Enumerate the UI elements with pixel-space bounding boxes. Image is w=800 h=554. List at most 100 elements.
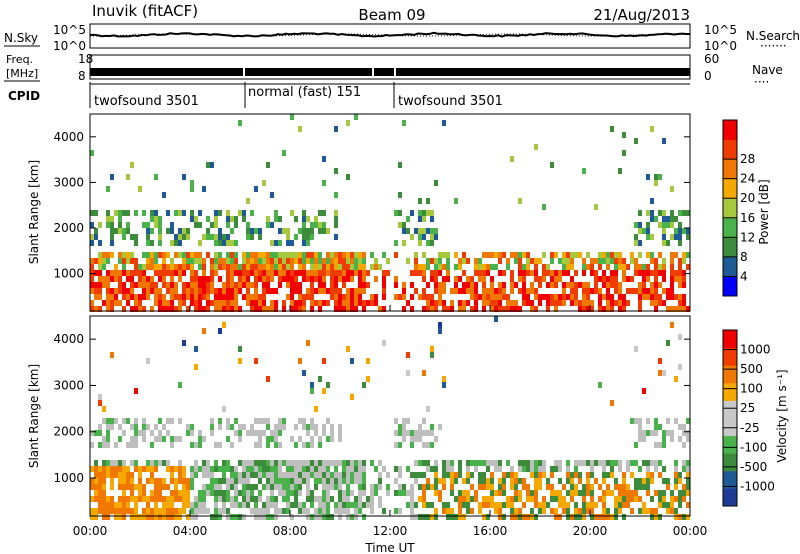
- heatmap-cell: [258, 228, 262, 234]
- heatmap-cell: [158, 484, 162, 490]
- heatmap-cell: [654, 270, 658, 276]
- heatmap-cell: [430, 514, 434, 520]
- heatmap-cell: [270, 288, 274, 294]
- heatmap-cell: [170, 478, 174, 484]
- colorbar-segment: [723, 276, 737, 297]
- heatmap-cell: [358, 270, 362, 276]
- heatmap-cell: [650, 496, 654, 502]
- heatmap-cell: [210, 288, 214, 294]
- heatmap-cell: [94, 210, 98, 216]
- heatmap-cell: [682, 270, 686, 276]
- heatmap-cell: [350, 472, 354, 478]
- heatmap-cell: [650, 300, 654, 306]
- heatmap-cell: [618, 306, 622, 312]
- heatmap-cell: [634, 288, 638, 294]
- heatmap-cell: [614, 282, 618, 288]
- heatmap-cell: [406, 300, 410, 306]
- heatmap-cell: [414, 270, 418, 276]
- heatmap-cell: [362, 466, 366, 472]
- heatmap-cell: [502, 252, 506, 258]
- heatmap-cell: [490, 490, 494, 496]
- heatmap-cell: [498, 484, 502, 490]
- heatmap-cell: [534, 496, 538, 502]
- heatmap-cell: [122, 306, 126, 312]
- heatmap-cell: [606, 472, 610, 478]
- heatmap-cell: [666, 508, 670, 514]
- heatmap-cell: [258, 258, 262, 264]
- heatmap-cell: [338, 288, 342, 294]
- heatmap-cell: [426, 430, 430, 436]
- heatmap-cell: [322, 282, 326, 288]
- heatmap-cell: [298, 258, 302, 264]
- heatmap-cell: [502, 472, 506, 478]
- heatmap-cell: [358, 276, 362, 282]
- heatmap-cell: [110, 508, 114, 514]
- heatmap-cell: [422, 264, 426, 270]
- heatmap-cell: [282, 508, 286, 514]
- heatmap-cell: [610, 514, 614, 520]
- heatmap-cell: [342, 460, 346, 466]
- heatmap-cell: [138, 300, 142, 306]
- heatmap-cell: [322, 180, 326, 186]
- heatmap-cell: [242, 264, 246, 270]
- heatmap-cell: [678, 496, 682, 502]
- heatmap-cell: [210, 300, 214, 306]
- heatmap-cell: [430, 234, 434, 240]
- heatmap-cell: [574, 508, 578, 514]
- heatmap-cell: [322, 228, 326, 234]
- heatmap-cell: [322, 264, 326, 270]
- heatmap-cell: [258, 294, 262, 300]
- heatmap-cell: [254, 282, 258, 288]
- heatmap-cell: [378, 460, 382, 466]
- heatmap-cell: [426, 460, 430, 466]
- heatmap-cell: [310, 222, 314, 228]
- heatmap-cell: [362, 514, 366, 520]
- heatmap-cell: [202, 460, 206, 466]
- heatmap-cell: [414, 258, 418, 264]
- heatmap-cell: [362, 472, 366, 478]
- heatmap-cell: [106, 216, 110, 222]
- heatmap-cell: [134, 502, 138, 508]
- heatmap-cell: [190, 442, 194, 448]
- heatmap-cell: [346, 514, 350, 520]
- heatmap-cell: [190, 264, 194, 270]
- heatmap-cell: [582, 264, 586, 270]
- heatmap-cell: [190, 258, 194, 264]
- heatmap-cell: [426, 300, 430, 306]
- heatmap-cell: [234, 264, 238, 270]
- heatmap-cell: [650, 514, 654, 520]
- heatmap-cell: [254, 466, 258, 472]
- heatmap-cell: [222, 502, 226, 508]
- heatmap-cell: [382, 282, 386, 288]
- heatmap-cell: [114, 300, 118, 306]
- heatmap-cell: [166, 282, 170, 288]
- heatmap-cell: [298, 436, 302, 442]
- heatmap-cell: [290, 466, 294, 472]
- heatmap-cell: [190, 508, 194, 514]
- freq-tick-top: 18: [78, 52, 93, 66]
- heatmap-cell: [218, 466, 222, 472]
- heatmap-cell: [90, 276, 94, 282]
- heatmap-cell: [598, 294, 602, 300]
- heatmap-cell: [574, 282, 578, 288]
- heatmap-cell: [486, 484, 490, 490]
- heatmap-cell: [126, 174, 130, 180]
- heatmap-cell: [242, 460, 246, 466]
- heatmap-cell: [150, 276, 154, 282]
- heatmap-cell: [298, 508, 302, 514]
- heatmap-cell: [434, 288, 438, 294]
- heatmap-cell: [654, 306, 658, 312]
- heatmap-cell: [198, 222, 202, 228]
- heatmap-cell: [578, 472, 582, 478]
- heatmap-cell: [242, 210, 246, 216]
- heatmap-cell: [598, 484, 602, 490]
- heatmap-cell: [574, 460, 578, 466]
- heatmap-cell: [534, 276, 538, 282]
- heatmap-cell: [646, 478, 650, 484]
- heatmap-cell: [650, 288, 654, 294]
- heatmap-cell: [594, 282, 598, 288]
- heatmap-cell: [242, 514, 246, 520]
- heatmap-cell: [306, 466, 310, 472]
- heatmap-cell: [510, 156, 514, 162]
- heatmap-cell: [318, 478, 322, 484]
